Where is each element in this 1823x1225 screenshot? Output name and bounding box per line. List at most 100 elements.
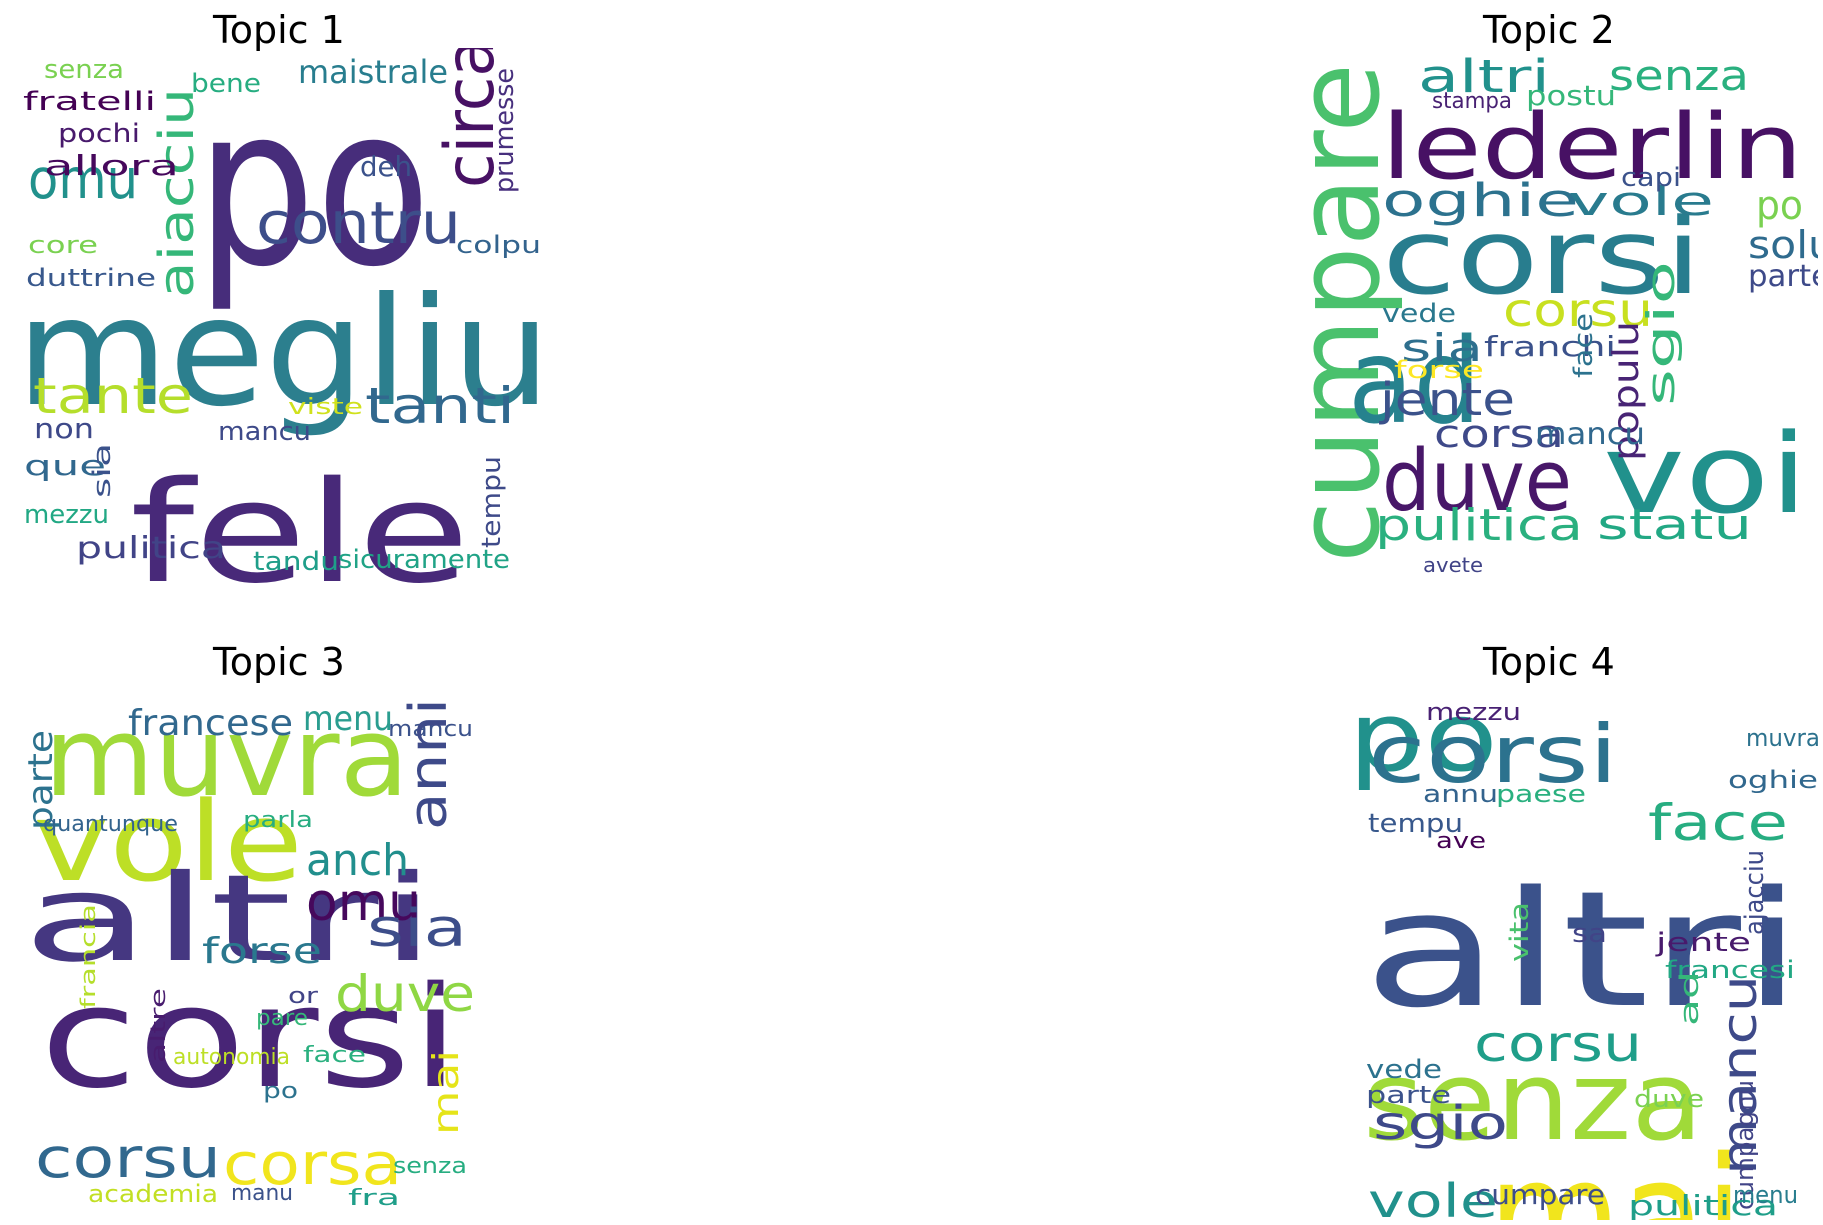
- word-postu: postu: [1526, 79, 1616, 112]
- word-oghie: oghie: [1728, 766, 1818, 794]
- word-sia: sia: [88, 443, 116, 498]
- word-statu: statu: [1597, 500, 1752, 549]
- word-fele: fele: [130, 452, 470, 588]
- word-face: face: [303, 1043, 366, 1068]
- word-corsi: corsi: [40, 957, 460, 1120]
- word-muvra: muvra: [1746, 724, 1818, 752]
- word-sgio: sgio: [1373, 1096, 1508, 1150]
- word-duve: duve: [335, 965, 475, 1023]
- word-non: non: [34, 412, 94, 445]
- word-mancu: mancu: [218, 417, 311, 447]
- word-francesi: francesi: [1665, 956, 1795, 984]
- word-quantunque: quantunque: [43, 812, 178, 837]
- word-academia: academia: [88, 1180, 218, 1208]
- word-stampa: stampa: [1432, 89, 1512, 114]
- word-menu: menu: [1733, 1181, 1798, 1209]
- word-mancu: mancu: [388, 717, 473, 742]
- word-parte: parte: [1748, 259, 1818, 294]
- word-altri: altri: [22, 850, 437, 989]
- word-face: face: [1648, 794, 1788, 852]
- word-tanti: tanti: [365, 377, 515, 435]
- word-po: po: [196, 59, 431, 315]
- word-muvra: muvra: [44, 693, 409, 821]
- word-menu: menu: [303, 699, 393, 739]
- topic-1-title: Topic 1: [213, 8, 345, 52]
- word-francia: francia: [76, 904, 100, 1009]
- word-corsu: corsu: [1503, 283, 1653, 337]
- word-duttrine: duttrine: [26, 264, 156, 292]
- word-parte: parte: [1366, 1081, 1451, 1109]
- word-contru: contru: [256, 189, 461, 257]
- word-corsa: corsa: [223, 1130, 402, 1198]
- word-tempu: tempu: [1368, 809, 1463, 839]
- word-prumesse: prumesse: [490, 68, 520, 193]
- word-vole: vole: [1368, 1174, 1498, 1220]
- word-face: face: [1569, 313, 1599, 378]
- word-allora: allora: [44, 149, 179, 182]
- word-vede: vede: [1382, 299, 1456, 329]
- word-mai: mai: [1488, 1122, 1743, 1220]
- word-cumpare: cumpare: [1475, 1178, 1605, 1211]
- word-circa: circa: [431, 48, 510, 188]
- word-fratelli: fratelli: [23, 87, 156, 117]
- topic-4-title: Topic 4: [1483, 640, 1615, 684]
- word-pochi: pochi: [58, 119, 140, 149]
- word-viste: viste: [288, 395, 363, 420]
- word-sia: sia: [367, 899, 467, 959]
- topic-4-word-cloud: po corsi altri senza mai mezzu muvra oghie annu p…: [1278, 680, 1818, 1220]
- word-vita: vita: [1505, 902, 1535, 962]
- word-sa: sa: [1572, 919, 1607, 949]
- word-franchi: franchi: [1484, 330, 1616, 363]
- word-jente: jente: [1379, 373, 1515, 426]
- word-altre: altre: [146, 988, 170, 1063]
- word-mancu: mancu: [1535, 417, 1645, 452]
- word-vole: vole: [33, 778, 303, 906]
- word-mancu: mancu: [1712, 975, 1768, 1175]
- word-core: core: [28, 231, 98, 259]
- word-corsu: corsu: [35, 1126, 221, 1190]
- word-senza: senza: [1609, 51, 1749, 100]
- word-senza: senza: [393, 1154, 467, 1179]
- word-corsi: corsi: [1368, 708, 1618, 801]
- word-ad: ad: [1675, 971, 1705, 1026]
- word-tempu: tempu: [477, 456, 507, 548]
- topic-3-title: Topic 3: [213, 640, 345, 684]
- word-jente: jente: [1655, 928, 1751, 958]
- word-po: po: [263, 1079, 298, 1104]
- word-aiacciu: aiacciu: [149, 88, 205, 298]
- word-parla: parla: [243, 808, 313, 833]
- word-ajacciu: ajacciu: [1740, 850, 1770, 935]
- word-duve: duve: [1634, 1085, 1704, 1113]
- word-voi: voi: [1603, 410, 1808, 538]
- word-annu: annu: [1423, 780, 1498, 808]
- word-lederlin: lederlin: [1381, 95, 1803, 200]
- word-altri: altri: [1363, 856, 1803, 1043]
- topic-4-word-cloud-canvas: pocorsialtrisenzamaimezzumuvraoghieannup…: [1348, 683, 1818, 1220]
- word-forse: forse: [1394, 356, 1484, 384]
- word-senza: senza: [44, 55, 124, 85]
- word-oghie: oghie: [1382, 174, 1579, 227]
- word-avete: avete: [1423, 553, 1483, 577]
- word-omu: omu: [28, 147, 138, 211]
- word-vede: vede: [1366, 1055, 1442, 1085]
- word-or: or: [288, 984, 319, 1009]
- word-vole: vole: [1568, 179, 1714, 225]
- topic-3-word-cloud: muvra vole altri corsi francese menu mancu anni…: [8, 680, 548, 1220]
- word-sgio: sgio: [1639, 261, 1683, 406]
- word-deh: deh: [360, 150, 412, 183]
- word-cumpagnu: cumpagnu: [1731, 1080, 1759, 1210]
- word-capi: capi: [1621, 163, 1681, 193]
- word-altri: altri: [1418, 50, 1550, 103]
- word-manu: manu: [231, 1181, 293, 1206]
- word-paese: paese: [1496, 780, 1586, 808]
- word-megliu: megliu: [16, 266, 548, 440]
- word-colpu: colpu: [456, 231, 541, 259]
- word-pulitica: pulitica: [1628, 1189, 1778, 1220]
- word-tante: tante: [33, 367, 193, 425]
- word-autonomia: autonomia: [173, 1045, 290, 1070]
- word-fra: fra: [348, 1186, 400, 1211]
- word-corsu: corsu: [1474, 1015, 1642, 1073]
- word-senza: senza: [1363, 1037, 1703, 1165]
- word-anni: anni: [399, 698, 459, 830]
